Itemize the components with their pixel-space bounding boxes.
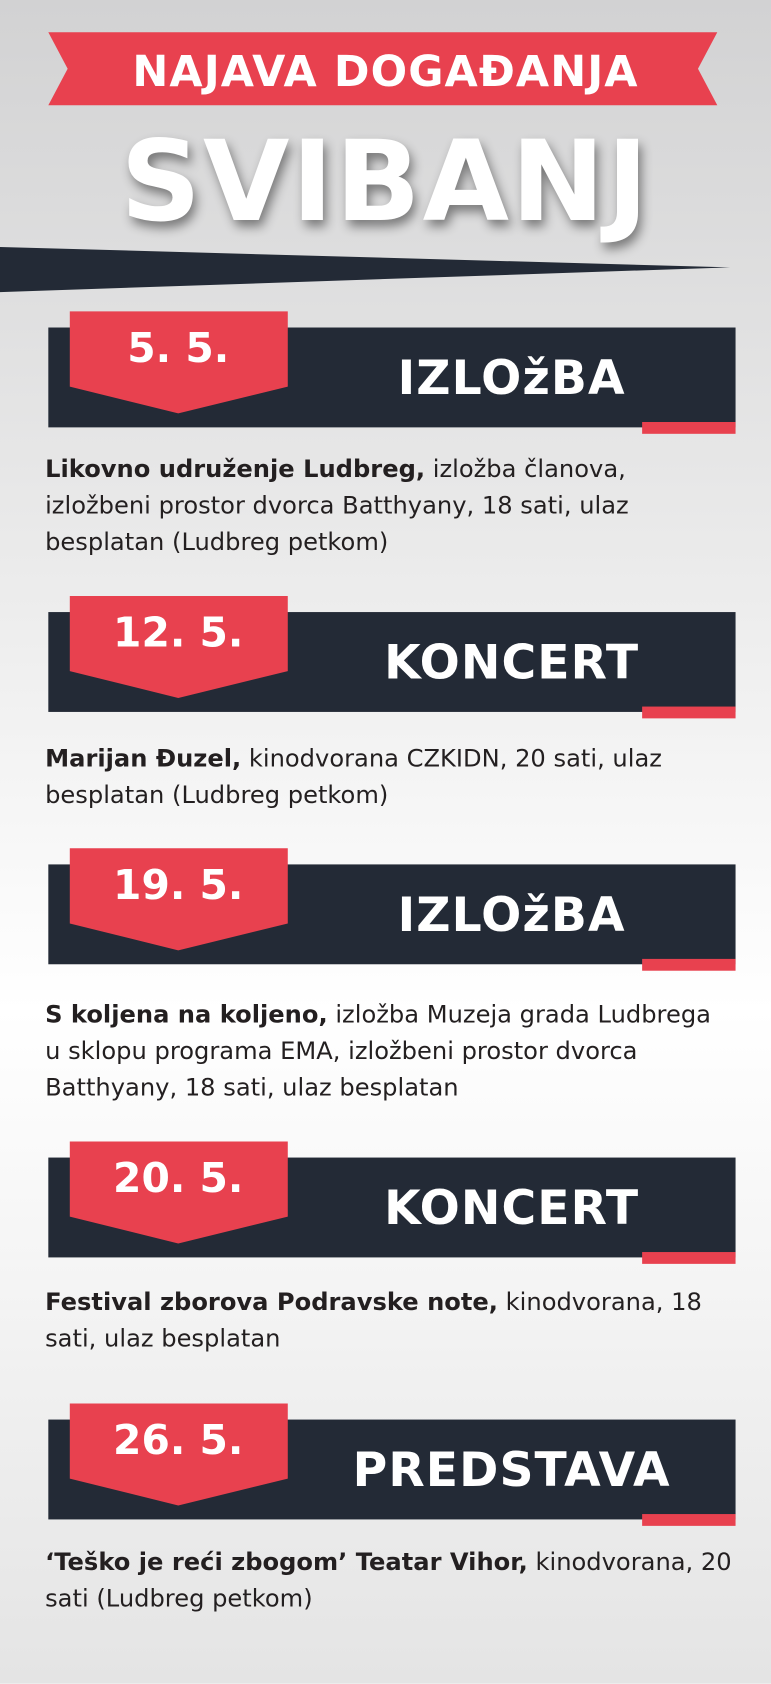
event-description: ‘Teško je reći zbogom’ Teatar Vihor, kin… xyxy=(45,1544,732,1617)
accent xyxy=(642,958,736,971)
accent xyxy=(642,1514,736,1526)
event-details: izložba Muzeja grada Ludbrega u sklopu p… xyxy=(45,1000,711,1102)
event-category: KONCERT xyxy=(384,635,640,691)
event-description: Festival zborova Podravske note, kinodvo… xyxy=(45,1284,732,1357)
event-details: kinodvorana, 18 sati, ulaz besplatan xyxy=(45,1288,702,1353)
event-description: S koljena na koljeno, izložba Muzeja gra… xyxy=(45,996,732,1106)
event-title: S koljena na koljeno, xyxy=(45,1000,328,1029)
event-category: KONCERT xyxy=(384,1181,640,1236)
event-category: IZLOžBA xyxy=(397,351,626,406)
event-title: Marijan Đuzel, xyxy=(45,745,242,774)
event-description: Likovno udruženje Ludbreg, izložba člano… xyxy=(45,451,732,561)
event-date: 26. 5. xyxy=(113,1416,244,1464)
event-details: kinodvorana CZKIDN, 20 sati, ulaz bespla… xyxy=(45,745,662,810)
month-title: SVIBANJ xyxy=(120,115,651,247)
date-pennant xyxy=(69,848,288,951)
date-pennant xyxy=(69,595,288,698)
event-details: kinodvorana, 20 sati (Ludbreg petkom) xyxy=(45,1548,732,1613)
event-date: 19. 5. xyxy=(113,861,244,909)
header-ribbon xyxy=(48,32,718,106)
wedge xyxy=(0,246,731,293)
event-category: PREDSTAVA xyxy=(352,1443,671,1498)
event-date: 12. 5. xyxy=(113,608,244,657)
accent xyxy=(642,422,736,434)
event-title: ‘Teško je reći zbogom’ Teatar Vihor, xyxy=(45,1548,528,1577)
event-date: 20. 5. xyxy=(113,1154,244,1202)
kicker: NAJAVA DOGAĐANJA xyxy=(132,47,639,97)
date-pennant xyxy=(69,1403,288,1506)
date-pennant xyxy=(69,1141,288,1244)
accent xyxy=(642,1252,736,1264)
event-description: Marijan Đuzel, kinodvorana CZKIDN, 20 sa… xyxy=(45,741,732,814)
event-details: izložba članova, izložbeni prostor dvorc… xyxy=(45,455,629,557)
event-date: 5. 5. xyxy=(127,324,230,372)
event-title: Festival zborova Podravske note, xyxy=(45,1288,498,1317)
event-title: Likovno udruženje Ludbreg, xyxy=(45,455,426,484)
event-category: IZLOžBA xyxy=(397,888,626,943)
accent xyxy=(642,706,736,719)
date-pennant xyxy=(69,311,288,414)
